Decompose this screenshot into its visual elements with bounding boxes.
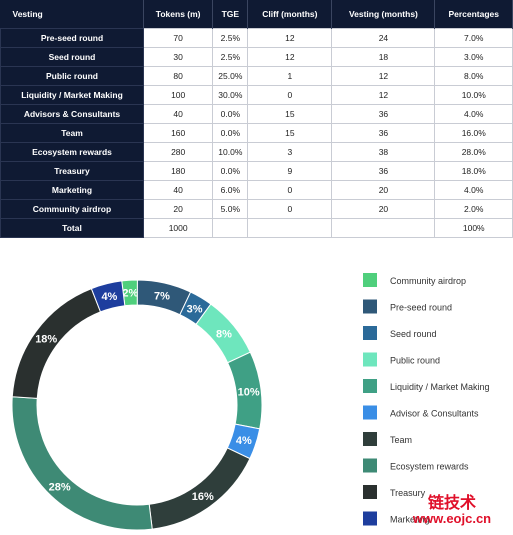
table-row: Total 1000 100% — [0, 218, 513, 238]
table-cell: 160 — [142, 123, 214, 143]
table-cell: 30.0% — [212, 85, 249, 105]
header-cell: Percentages — [434, 0, 513, 29]
table-cell: 100% — [434, 218, 513, 238]
legend-swatch — [363, 485, 377, 499]
table-cell — [331, 218, 436, 238]
table-cell: 9 — [247, 161, 333, 181]
table-cell — [247, 218, 333, 238]
slice-label: 28% — [49, 482, 71, 494]
table-cell: 4.0% — [434, 104, 513, 124]
header-row: Vesting Tokens (m) TGE Cliff (months) Vestin… — [0, 0, 513, 29]
legend-label: Liquidity / Market Making — [390, 382, 490, 392]
legend-swatch — [363, 379, 377, 393]
legend-swatch — [363, 458, 377, 473]
slice-label: 18% — [35, 334, 57, 346]
legend-swatch — [363, 511, 377, 526]
slice-label: 10% — [238, 386, 260, 398]
table-cell: Pre-seed round — [0, 28, 144, 48]
legend-swatch — [363, 405, 377, 420]
table-row: Ecosystem rewards 280 10.0% 3 38 28.0% — [0, 142, 513, 162]
table-body: Pre-seed round 70 2.5% 12 24 7.0% Seed round 30… — [0, 28, 513, 238]
legend-swatch — [363, 326, 377, 340]
watermark-url: www.eojc.cn — [412, 511, 491, 526]
table-cell: 20 — [142, 199, 214, 219]
table-cell: 7.0% — [434, 28, 513, 48]
slice-label: 7% — [154, 290, 170, 302]
table-cell: Advisors & Consultants — [0, 104, 144, 124]
table-cell: 2.5% — [212, 47, 249, 67]
legend-label: Team — [390, 435, 412, 445]
slice-label: 16% — [192, 491, 214, 503]
legend-label: Ecosystem rewards — [390, 462, 469, 472]
table-cell: Seed round — [0, 47, 144, 67]
legend-swatch — [363, 299, 377, 314]
table-cell: 20 — [331, 199, 436, 219]
legend-label: Public round — [390, 356, 440, 366]
table-row: Advisors & Consultants 40 0.0% 15 36 4.0% — [0, 104, 513, 124]
legend-label: Treasury — [390, 488, 426, 498]
table-cell: Treasury — [0, 161, 144, 181]
slice-label: 4% — [236, 435, 252, 447]
slice — [148, 447, 251, 530]
table-cell: Marketing — [0, 180, 144, 200]
slice-label: 2% — [122, 288, 138, 300]
table-cell: 280 — [142, 142, 214, 162]
table-cell: 25.0% — [212, 66, 249, 86]
table-cell: Ecosystem rewards — [0, 142, 144, 162]
table-row: Treasury 180 0.0% 9 36 18.0% — [0, 161, 513, 181]
table-cell: 30 — [142, 47, 214, 67]
slice-label: 8% — [216, 329, 232, 341]
table-cell: 4.0% — [434, 180, 513, 200]
table-cell: 1 — [247, 66, 333, 86]
table-cell: 10.0% — [212, 142, 249, 162]
slice — [90, 280, 126, 313]
table-cell: 36 — [331, 104, 436, 124]
table-row: Liquidity / Market Making 100 30.0% 0 12 10.0… — [0, 85, 513, 105]
watermark-title: 链技术 — [428, 493, 476, 512]
vesting-table: Vesting Tokens (m) TGE Cliff (months) Vestin… — [0, 0, 513, 238]
legend-swatch — [363, 273, 377, 287]
legend-label: Advisor & Consultants — [390, 409, 479, 419]
table-cell: 80 — [142, 66, 214, 86]
table-cell: 3 — [247, 142, 333, 162]
legend-swatch — [363, 352, 377, 367]
legend-label: Seed round — [390, 329, 437, 339]
header-cell: TGE — [212, 0, 249, 29]
header-cell: Tokens (m) — [143, 0, 214, 29]
table-cell: 180 — [142, 161, 214, 181]
table-cell — [212, 218, 249, 238]
header-cell: Vesting — [0, 0, 144, 29]
slice-label: 3% — [187, 303, 203, 315]
table-cell: 12 — [331, 66, 436, 86]
legend-label: Pre-seed round — [390, 303, 452, 313]
table-cell: 38 — [331, 142, 436, 162]
slice — [11, 396, 153, 531]
table-row: Seed round 30 2.5% 12 18 3.0% — [0, 47, 513, 67]
slice-label: 4% — [101, 291, 117, 303]
table-cell: 36 — [331, 161, 436, 181]
table-cell: 0.0% — [212, 104, 249, 124]
legend-swatch — [363, 432, 377, 446]
table-cell: 0.0% — [212, 161, 249, 181]
table-cell: 18 — [331, 47, 436, 67]
table-cell: 3.0% — [434, 47, 513, 67]
header-cell: Vesting (months) — [331, 0, 436, 29]
table-row: Community airdrop 20 5.0% 0 20 2.0% — [0, 199, 513, 219]
table-cell: Liquidity / Market Making — [0, 85, 144, 105]
table-row: Pre-seed round 70 2.5% 12 24 7.0% — [0, 28, 513, 48]
table-cell: Total — [0, 218, 144, 238]
legend-label: Marketing — [390, 515, 430, 525]
table-cell: 2.5% — [212, 28, 249, 48]
table-cell: 12 — [247, 28, 333, 48]
legend-label: Community airdrop — [390, 276, 466, 286]
table-cell: 18.0% — [434, 161, 513, 181]
header-cell: Cliff (months) — [247, 0, 333, 29]
table-cell: 1000 — [142, 218, 214, 238]
